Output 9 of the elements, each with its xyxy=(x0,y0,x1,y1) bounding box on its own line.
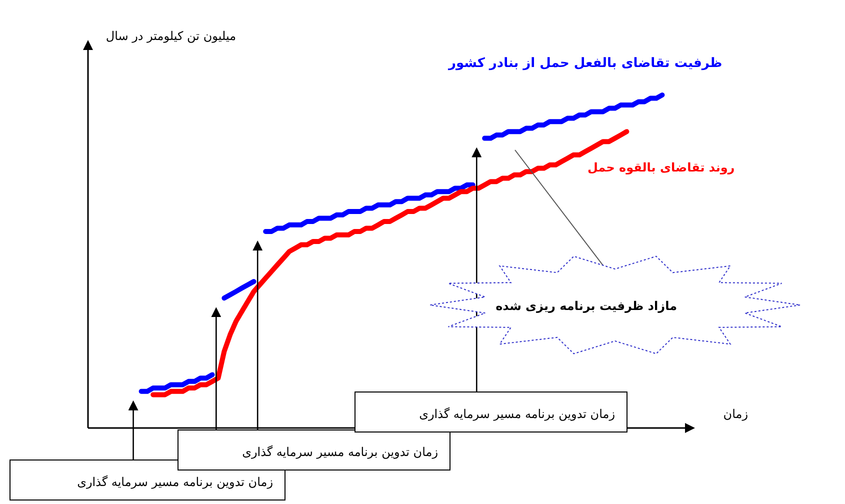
series-label: روند تقاضای بالقوه حمل xyxy=(587,160,735,175)
note-box: زمان تدوین برنامه مسیر سرمایه گذاری xyxy=(354,392,628,432)
annotation: مازاد ظرفیت برنامه ریزی شده xyxy=(496,299,677,313)
x-axis-title: زمان xyxy=(723,407,748,421)
note-box: زمان تدوین برنامه مسیر سرمایه گذاری xyxy=(10,460,286,500)
y-axis-title: میلیون تن کیلومتر در سال xyxy=(106,29,236,43)
annotation: زمان تدوین برنامه مسیر سرمایه گذاری xyxy=(419,407,616,421)
text: ظرفیت تقاضای بالفعل حمل از بنادر کشور xyxy=(447,56,722,71)
note-box: زمان تدوین برنامه مسیر سرمایه گذاری xyxy=(178,430,450,470)
